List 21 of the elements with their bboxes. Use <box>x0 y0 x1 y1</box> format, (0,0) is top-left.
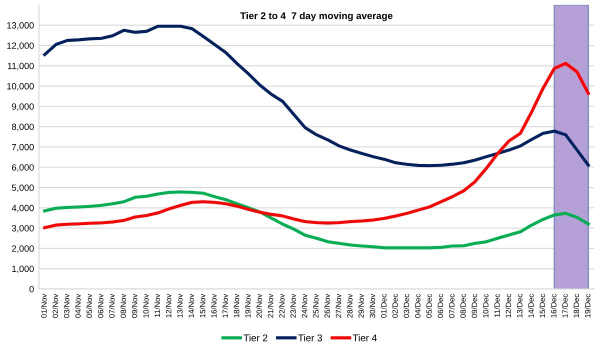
y-tick-label: 9,000 <box>12 103 34 111</box>
legend-label: Tier 4 <box>352 334 377 342</box>
y-tick-label: 1,000 <box>12 266 34 274</box>
y-tick-label: 8,000 <box>12 124 34 132</box>
y-tick-label: 0 <box>29 286 34 292</box>
y-tick-label: 12,000 <box>7 42 34 50</box>
line-series <box>43 24 590 168</box>
legend-label: Tier 3 <box>298 334 322 342</box>
y-tick-label: 4,000 <box>12 204 34 212</box>
legend-label: Tier 2 <box>244 334 268 342</box>
line-series <box>43 62 590 230</box>
y-tick-label: 13,000 <box>7 22 34 30</box>
text: Tier 2 to 4 7 day moving average <box>240 12 393 22</box>
y-tick-label: 3,000 <box>12 225 34 233</box>
y-tick-label: 6,000 <box>12 164 34 172</box>
y-tick-label: 2,000 <box>12 245 34 253</box>
line-series <box>43 190 590 250</box>
y-tick-label: 7,000 <box>12 144 34 152</box>
y-tick-label: 10,000 <box>7 83 34 91</box>
y-tick-label: 11,000 <box>8 62 34 70</box>
y-tick-label: 5,000 <box>12 184 34 192</box>
